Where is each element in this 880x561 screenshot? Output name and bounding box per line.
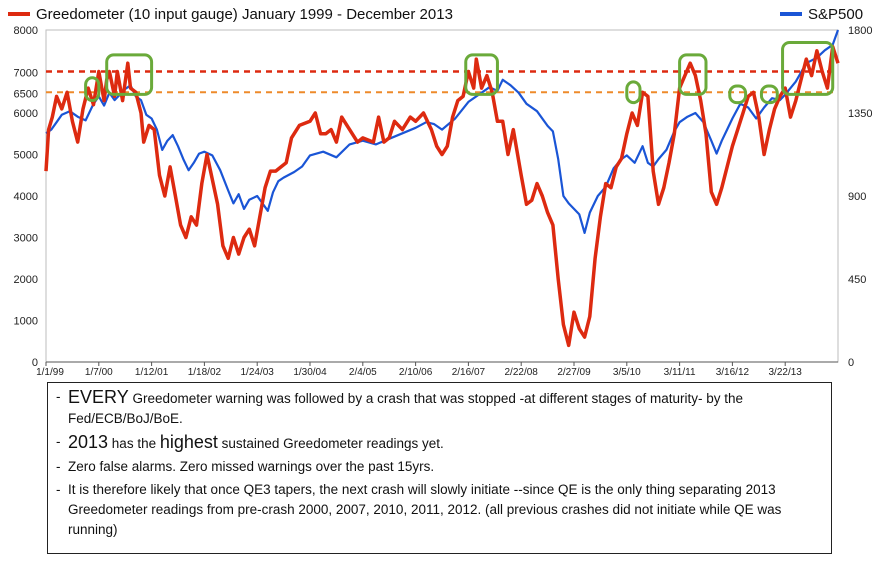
note-lead: EVERY bbox=[68, 387, 129, 407]
x-tick-label: 3/11/11 bbox=[664, 367, 696, 378]
sp500-line bbox=[45, 29, 840, 234]
note-bullet: - bbox=[56, 389, 61, 404]
note-body: Zero false alarms. Zero missed warnings … bbox=[68, 459, 435, 474]
left-tick-label: 2000 bbox=[14, 274, 38, 286]
right-tick-label: 0 bbox=[848, 357, 854, 369]
x-tick-label: 3/5/10 bbox=[613, 367, 641, 378]
right-axis: 0 450 900 1350 1800 bbox=[848, 25, 872, 369]
x-tick-label: 1/18/02 bbox=[188, 367, 222, 378]
x-tick-label: 2/4/05 bbox=[349, 367, 377, 378]
left-tick-label: 4000 bbox=[14, 191, 38, 203]
note-body: It is therefore likely that once QE3 tap… bbox=[68, 482, 782, 537]
note-text: EVERY Greedometer warning was followed b… bbox=[68, 387, 823, 429]
x-tick-label: 3/22/13 bbox=[769, 367, 803, 378]
warning-highlight-box bbox=[728, 84, 748, 105]
warning-highlight-box bbox=[84, 76, 101, 103]
note-emphasis: highest bbox=[159, 432, 218, 452]
note-body: Greedometer warning was followed by a cr… bbox=[68, 391, 744, 426]
series-layer bbox=[44, 29, 840, 348]
legend-sp500-label: S&P500 bbox=[808, 6, 863, 23]
note-text: Zero false alarms. Zero missed warnings … bbox=[68, 457, 823, 477]
legend-greedometer-label: Greedometer (10 input gauge) January 199… bbox=[36, 6, 453, 23]
note-text: 2013 has the highest sustained Greedomet… bbox=[68, 432, 823, 454]
x-tick-label: 1/24/03 bbox=[241, 367, 275, 378]
x-tick-label: 2/10/06 bbox=[399, 367, 433, 378]
x-axis: 1/1/99 1/7/00 1/12/01 1/18/02 1/24/03 1/30/04… bbox=[36, 362, 802, 378]
left-tick-label: 3000 bbox=[14, 233, 38, 245]
x-tick-label: 2/27/09 bbox=[557, 367, 591, 378]
note-bullet: - bbox=[56, 482, 61, 497]
warning-highlight-box bbox=[759, 84, 779, 105]
threshold-label: 6500 bbox=[14, 88, 38, 100]
note-text: It is therefore likely that once QE3 tap… bbox=[68, 480, 823, 540]
warning-highlight-box bbox=[105, 53, 154, 96]
left-tick-label: 1000 bbox=[14, 316, 38, 328]
left-tick-label: 5000 bbox=[14, 150, 38, 162]
note-bullet: - bbox=[56, 459, 61, 474]
right-tick-label: 900 bbox=[848, 191, 866, 203]
note-lead: 2013 bbox=[68, 432, 109, 452]
notes-box: - EVERY Greedometer warning was followed … bbox=[47, 382, 832, 554]
x-tick-label: 1/12/01 bbox=[135, 367, 169, 378]
x-tick-label: 3/16/12 bbox=[716, 367, 750, 378]
threshold-label: 7000 bbox=[14, 68, 38, 80]
warning-highlight-box bbox=[625, 80, 642, 105]
right-tick-label: 450 bbox=[848, 274, 866, 286]
warning-highlight-box bbox=[464, 53, 499, 96]
note-tail: sustained Greedometer readings yet. bbox=[217, 436, 444, 451]
warning-highlight-box bbox=[781, 40, 835, 96]
left-tick-label: 6000 bbox=[14, 108, 38, 120]
greedometer-line bbox=[44, 44, 840, 348]
note-body: has the bbox=[108, 436, 160, 451]
left-tick-label: 8000 bbox=[14, 25, 38, 37]
right-tick-label: 1800 bbox=[848, 25, 872, 37]
note-item: -2013 has the highest sustained Greedome… bbox=[56, 432, 823, 454]
left-tick-label: 0 bbox=[32, 357, 38, 369]
warning-highlight-box bbox=[678, 53, 708, 96]
legend-greedometer: Greedometer (10 input gauge) January 199… bbox=[8, 6, 453, 23]
reference-lines bbox=[46, 70, 838, 94]
note-item: - Zero false alarms. Zero missed warnings… bbox=[56, 457, 823, 477]
x-tick-label: 1/30/04 bbox=[293, 367, 327, 378]
note-item: - It is therefore likely that once QE3 ta… bbox=[56, 480, 823, 540]
x-tick-label: 1/1/99 bbox=[36, 367, 64, 378]
note-item: - EVERY Greedometer warning was followed … bbox=[56, 387, 823, 429]
note-bullet: - bbox=[56, 434, 61, 449]
x-tick-label: 2/16/07 bbox=[452, 367, 486, 378]
highlight-boxes bbox=[84, 40, 835, 105]
right-tick-label: 1350 bbox=[848, 108, 872, 120]
x-tick-label: 2/22/08 bbox=[505, 367, 539, 378]
left-axis: 0 1000 2000 3000 4000 5000 6000 8000 7000 6500 bbox=[14, 25, 38, 369]
legend-sp500: S&P500 bbox=[780, 6, 863, 23]
x-tick-label: 1/7/00 bbox=[85, 367, 113, 378]
greedometer-chart: Greedometer (10 input gauge) January 199… bbox=[8, 6, 872, 378]
